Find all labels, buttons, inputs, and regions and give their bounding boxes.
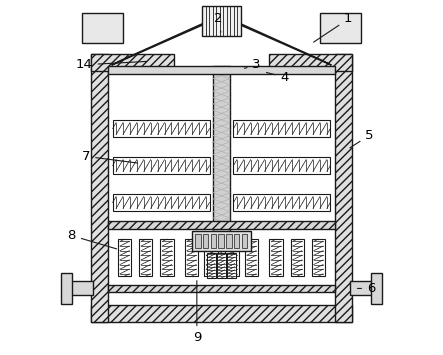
Text: 5: 5	[350, 129, 374, 148]
Bar	[210, 234, 216, 248]
Bar	[335, 54, 352, 322]
Bar	[312, 239, 325, 276]
Bar	[113, 120, 210, 137]
Text: 8: 8	[68, 229, 117, 249]
Bar	[91, 54, 108, 322]
Bar	[226, 234, 232, 248]
Bar	[233, 120, 330, 137]
Bar	[113, 194, 210, 211]
Bar	[245, 239, 258, 276]
Bar	[160, 239, 174, 276]
Text: 3: 3	[245, 58, 261, 71]
Bar	[207, 252, 216, 278]
Text: 9: 9	[193, 281, 201, 344]
Bar	[227, 252, 236, 278]
Bar	[213, 66, 230, 250]
Bar	[118, 239, 131, 276]
Bar	[61, 273, 72, 304]
Bar	[91, 54, 174, 71]
Bar	[204, 239, 218, 276]
Bar	[113, 157, 210, 174]
Text: 4: 4	[266, 71, 289, 84]
Bar	[108, 66, 335, 74]
Bar	[371, 273, 382, 304]
Text: 14: 14	[76, 58, 147, 71]
Polygon shape	[235, 21, 331, 65]
Bar	[91, 305, 352, 322]
Bar	[203, 234, 209, 248]
Bar	[195, 234, 201, 248]
Bar	[191, 231, 252, 251]
Polygon shape	[112, 21, 208, 65]
Bar	[218, 234, 224, 248]
Bar	[269, 239, 283, 276]
Bar	[233, 157, 330, 174]
Bar	[82, 13, 123, 43]
Bar	[108, 221, 335, 229]
Bar	[320, 13, 361, 43]
Bar	[269, 54, 352, 71]
Text: 7: 7	[82, 150, 138, 163]
Text: 6: 6	[358, 282, 375, 295]
Text: 1: 1	[314, 12, 353, 42]
Bar	[139, 239, 152, 276]
Bar	[291, 239, 304, 276]
Bar	[225, 239, 239, 276]
Bar	[350, 282, 375, 295]
Text: 2: 2	[214, 12, 222, 32]
Bar	[241, 234, 247, 248]
Bar	[217, 252, 226, 278]
Bar	[234, 234, 240, 248]
Bar	[202, 6, 241, 36]
Bar	[108, 71, 335, 305]
Bar	[68, 282, 93, 295]
Bar	[233, 194, 330, 211]
Bar	[185, 239, 198, 276]
Bar	[108, 285, 335, 292]
